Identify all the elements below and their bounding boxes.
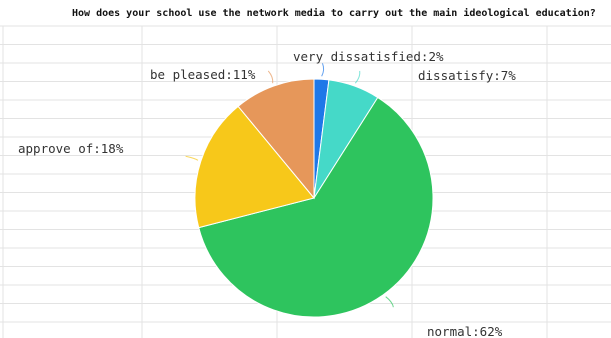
leader-line	[267, 70, 274, 84]
leader-line	[321, 63, 325, 77]
slice-label: be pleased:11%	[150, 67, 256, 82]
slice-label: approve of:18%	[18, 141, 124, 156]
slice-label: dissatisfy:7%	[418, 68, 516, 83]
leader-line	[185, 155, 199, 161]
leader-line	[354, 70, 361, 84]
pie-slice-be-pleased	[237, 78, 315, 200]
pie-slice-approve-of	[194, 105, 315, 229]
slice-label: very dissatisfied:2%	[293, 49, 444, 64]
slice-label: normal:62%	[427, 324, 503, 338]
chart-title: How does your school use the network med…	[72, 8, 596, 19]
leader-line	[385, 296, 394, 308]
pie-slice-normal	[198, 96, 434, 318]
